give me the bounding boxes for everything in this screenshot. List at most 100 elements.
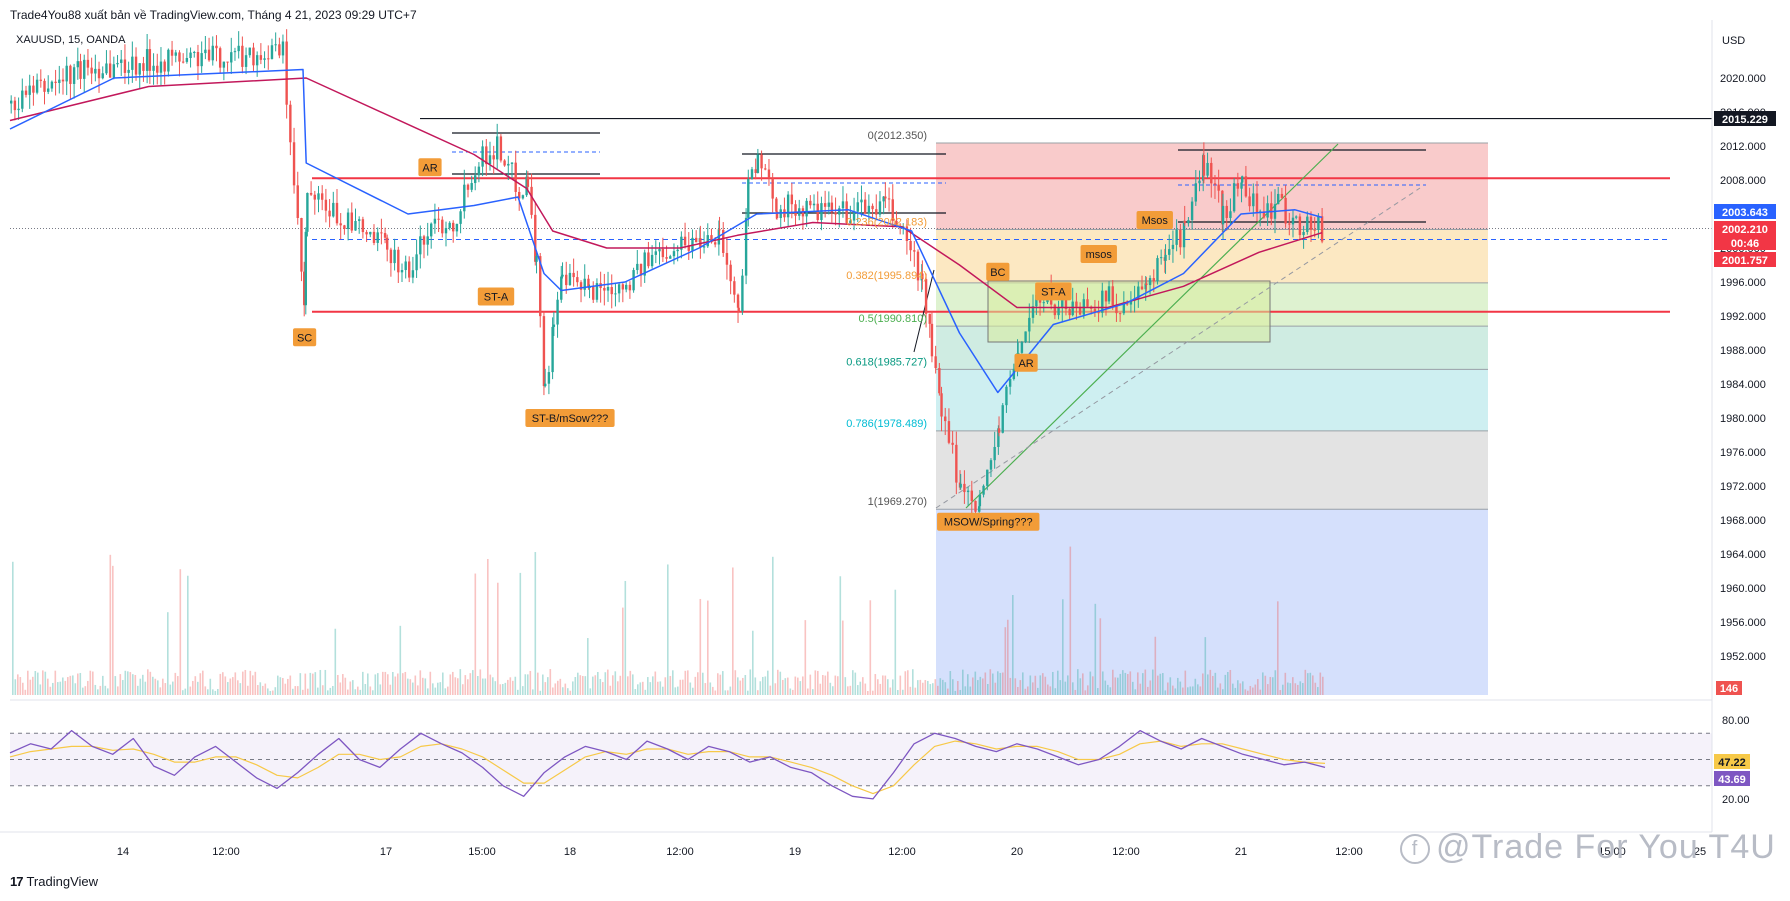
candle-body bbox=[211, 45, 214, 61]
volume-bar bbox=[1034, 675, 1037, 695]
candle-body bbox=[1288, 223, 1291, 225]
trend-line-dashed[interactable] bbox=[935, 187, 1421, 509]
volume-bar bbox=[287, 678, 289, 695]
volume-bar bbox=[397, 673, 399, 695]
volume-bar bbox=[1104, 680, 1107, 695]
candle-body bbox=[463, 184, 466, 212]
volume-bar bbox=[574, 677, 577, 695]
volume-bar bbox=[187, 575, 189, 695]
volume-bar bbox=[512, 680, 514, 695]
volume-bar bbox=[594, 675, 597, 695]
fibonacci-retracement[interactable] bbox=[936, 142, 1488, 695]
candle-body bbox=[551, 326, 554, 373]
volume-bar bbox=[204, 686, 207, 695]
volume-bar bbox=[404, 671, 407, 695]
candle-body bbox=[35, 79, 39, 93]
volume-bar bbox=[797, 677, 799, 695]
volume-bar bbox=[927, 680, 929, 695]
volume-bar bbox=[657, 681, 659, 695]
volume-bar bbox=[109, 554, 112, 695]
volume-bar bbox=[937, 685, 939, 695]
candle-body bbox=[303, 271, 306, 306]
volume-bar bbox=[282, 677, 284, 695]
annotation-box bbox=[525, 409, 615, 427]
volume-bar bbox=[914, 687, 917, 695]
candle-body bbox=[1280, 193, 1284, 198]
volume-bar bbox=[814, 670, 817, 695]
price-tag-box bbox=[1714, 111, 1776, 126]
volume-bar bbox=[482, 678, 484, 695]
volume-bar bbox=[1142, 673, 1144, 695]
accumulation-box[interactable] bbox=[987, 280, 1271, 343]
volume-bar bbox=[157, 680, 159, 695]
price-tag: 2015.229 bbox=[1714, 111, 1776, 126]
volume-bar bbox=[1057, 670, 1059, 695]
volume-bar bbox=[722, 671, 724, 695]
volume-bar bbox=[819, 683, 822, 695]
volume-bar bbox=[1129, 671, 1132, 695]
volume-bar bbox=[219, 673, 222, 695]
candle-body bbox=[794, 204, 797, 216]
candle-body bbox=[222, 61, 226, 68]
price-tag-text: 00:46 bbox=[1731, 238, 1759, 250]
wyckoff-annotations[interactable]: AR SC ST-A ST-B/mSow??? BC AR ST-A msos Msos MSOW… bbox=[292, 158, 1173, 531]
fib-label-0.786: 0.786(1978.489) bbox=[846, 418, 927, 430]
candle-body bbox=[1309, 216, 1313, 230]
volume-bar bbox=[364, 683, 367, 695]
candle-body bbox=[1295, 216, 1298, 218]
rsi-value-tag: 47.22 bbox=[1714, 754, 1750, 769]
volume-bar bbox=[337, 674, 339, 695]
x-tick-label: 21 bbox=[1235, 846, 1247, 858]
volume-bar bbox=[1289, 683, 1292, 695]
candle-body bbox=[544, 383, 547, 387]
volume-bar bbox=[207, 689, 209, 695]
candle-body bbox=[1057, 307, 1060, 316]
time-axis[interactable]: 14 12:00 17 15:00 18 12:00 19 12:00 20 12:00 21 12:… bbox=[0, 20, 1713, 858]
tradingview-logo[interactable]: 17 TradingView bbox=[10, 874, 98, 889]
volume-bar bbox=[614, 671, 617, 695]
volume-bar bbox=[799, 681, 802, 695]
candle-body bbox=[244, 55, 248, 67]
candle-body bbox=[215, 45, 218, 49]
volume-bar bbox=[877, 679, 879, 695]
annotation-text-2: ST-A bbox=[484, 291, 509, 303]
volume-bar bbox=[1164, 690, 1167, 695]
candle-body bbox=[1229, 211, 1232, 218]
candle-body bbox=[997, 428, 1001, 433]
candle-body bbox=[760, 154, 763, 169]
volume-bar bbox=[269, 690, 272, 695]
volume-bar bbox=[589, 688, 592, 695]
volume-bar bbox=[917, 680, 919, 695]
candle-body bbox=[47, 88, 50, 92]
volume-bar bbox=[357, 686, 359, 695]
candle-body bbox=[1171, 244, 1175, 250]
volume-bar bbox=[502, 684, 504, 695]
volume-bar bbox=[1099, 618, 1102, 695]
rsi-value-text: 43.69 bbox=[1718, 774, 1746, 786]
candle-body bbox=[1159, 257, 1163, 259]
volume-bar bbox=[1042, 673, 1044, 695]
volume-bar bbox=[959, 689, 962, 695]
price-tag-box bbox=[1714, 252, 1776, 267]
volume-bar bbox=[732, 567, 734, 695]
y-tick-label: 1964.000 bbox=[1720, 549, 1766, 561]
volume-bar bbox=[1314, 682, 1317, 695]
candle-body bbox=[123, 59, 127, 73]
volume-bar bbox=[507, 679, 509, 695]
volume-bar bbox=[424, 678, 427, 695]
volume-bar bbox=[559, 678, 562, 695]
volume-bar bbox=[792, 689, 794, 695]
candle-body bbox=[10, 100, 13, 104]
candle-body bbox=[259, 55, 263, 60]
candle-body bbox=[263, 58, 266, 60]
candle-body bbox=[1277, 193, 1280, 205]
candle-body bbox=[805, 200, 808, 217]
volume-bar bbox=[1127, 674, 1129, 695]
volume-bar bbox=[39, 684, 42, 695]
candle-body bbox=[28, 85, 31, 95]
candle-body bbox=[58, 79, 61, 83]
annotation-text-6: ST-A bbox=[1041, 286, 1066, 298]
candle-body bbox=[1024, 331, 1027, 343]
price-axis[interactable]: USD 1952.000 1956.000 1960.000 1964.000 1968.… bbox=[1720, 35, 1766, 663]
